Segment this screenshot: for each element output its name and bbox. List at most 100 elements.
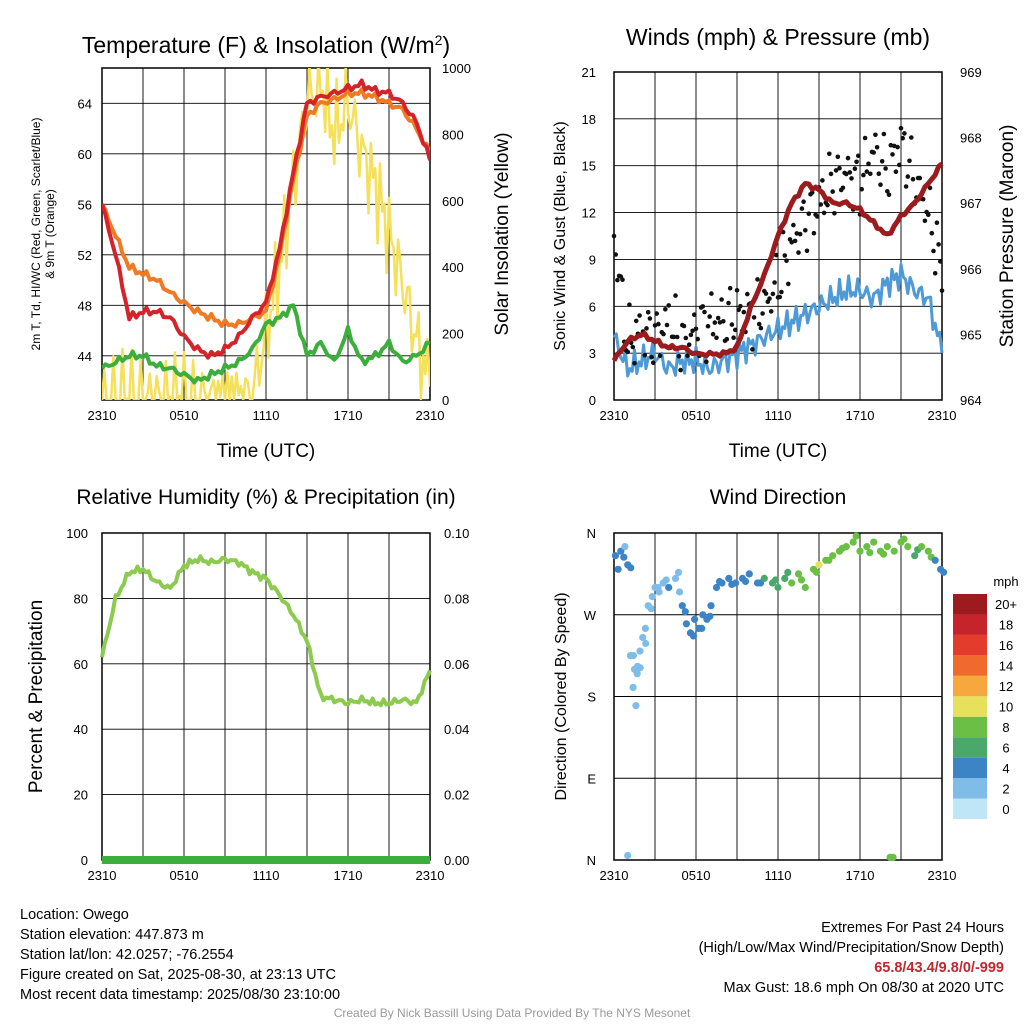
wind-gust-point [920,196,926,202]
wind-gust-point [895,144,900,150]
wind-left-tick-label: 15 [582,159,596,174]
wind-gust-point [796,250,801,255]
temp-right-tick-label: 400 [442,260,464,275]
dir-point [883,543,891,551]
dir-point [633,670,641,678]
wind-left-tick-label: 3 [589,346,596,361]
wind-gust-point [932,271,938,276]
dir-point [689,632,698,640]
dir-point [636,664,644,672]
dir-y-tick-label: E [587,771,596,786]
wind-gust-point [868,171,873,177]
dir-point [641,624,650,633]
rh-left-tick-label: 80 [74,591,88,606]
wind-gust-point [844,171,849,177]
wind-gust-point [750,347,755,352]
dir-point [629,652,638,660]
dir-point [629,683,637,692]
wind-gust-point [898,125,904,131]
wind-gust-point [883,166,888,171]
colorbar-swatch [953,614,987,635]
wind-gust-point [709,291,714,296]
temp-x-tick-label: 1710 [334,408,363,423]
temp-left-tick-label: 48 [78,298,92,313]
wind-gust-point [678,367,683,373]
wind-gust-point [651,360,656,366]
wind-gust-point [690,328,695,334]
wind-gust-point [876,171,882,176]
wind-gust-point [936,242,941,247]
created-text: Figure created on Sat, 2025-08-30, at 23… [20,967,336,983]
wind-gust-point [712,320,718,325]
wind-gust-point [874,145,880,150]
dir-point [665,583,673,592]
latlon-text: Station lat/lon: 42.0257; -76.2554 [20,947,234,963]
wind-gust-point [715,315,721,321]
wind-gust-point [797,231,803,237]
max-gust-text: Max Gust: 18.6 mph On 08/30 at 2020 UTC [723,980,1004,996]
wind-gust-point [907,158,912,164]
wind-gust-point [903,184,909,189]
rh-right-tick-label: 0.02 [444,788,469,803]
dir-point [617,547,625,555]
temp-left-tick-label: 44 [78,349,92,364]
wind-gust-point [700,304,706,309]
colorbar-swatch [953,675,987,697]
dir-point [940,568,948,576]
colorbar-swatch [953,594,987,615]
wind-gust-point [902,131,907,136]
dir-point [691,615,699,623]
dir-point [611,552,620,560]
wind-gust-point [905,174,911,179]
wind-gust-point [821,210,827,216]
wind-right-tick-label: 967 [960,196,982,211]
wind-left-tick-label: 6 [589,299,596,314]
wind-gust-point [615,277,620,283]
wind-gust-point [811,230,817,236]
extremes-values: 65.8/43.4/9.8/0/-999 [874,960,1004,976]
wind-gust-point [806,211,812,216]
wind-gust-point [861,172,866,178]
wind-gust-point [726,300,731,306]
wind-gust-point [803,228,808,233]
dir-point [852,532,860,540]
rh-series-relative-humidity [100,554,432,708]
colorbar-title: mph [993,574,1018,589]
wind-gust-point [676,353,682,359]
wind-series-station-pressure [611,161,944,362]
wind-gust-point [731,335,736,341]
temp-right-axis-label: Solar Insolation (Yellow) [492,132,513,335]
wind-right-tick-label: 966 [960,262,982,277]
dir-point [870,538,878,546]
wind-gust-point [738,303,743,309]
wind-gust-point [786,281,791,287]
wind-gust-point [871,150,876,155]
dir-point [614,565,622,573]
dir-point [632,702,640,710]
wind-gust-point [683,335,689,341]
wind-gust-point [799,206,805,211]
wind-x-tick-label: 2310 [600,408,629,423]
temp-series-9m-t [102,87,430,329]
temp-x-tick-label: 1110 [253,408,280,423]
dir-point [682,620,691,628]
wind-gust-point [768,309,774,314]
dir-y-tick-label: N [587,526,596,541]
wind-gust-point [856,153,861,159]
wind-gust-point [931,248,936,254]
wind-gust-point [900,135,905,141]
wind-left-tick-label: 21 [582,65,596,80]
wind-gust-point [917,175,923,181]
wind-gust-point [777,294,782,300]
dir-point [784,568,792,577]
dir-point [917,543,926,551]
colorbar-label: 16 [999,638,1013,653]
wind-gust-point [729,322,735,327]
dir-point [801,583,809,592]
wind-gust-point [671,334,677,340]
wind-gust-point [673,293,678,298]
rh-x-tick-label: 0510 [170,868,199,883]
rh-chart-title: Relative Humidity (%) & Precipitation (i… [76,486,455,509]
rh-x-tick-label: 2310 [416,868,445,883]
dir-point [879,550,888,558]
